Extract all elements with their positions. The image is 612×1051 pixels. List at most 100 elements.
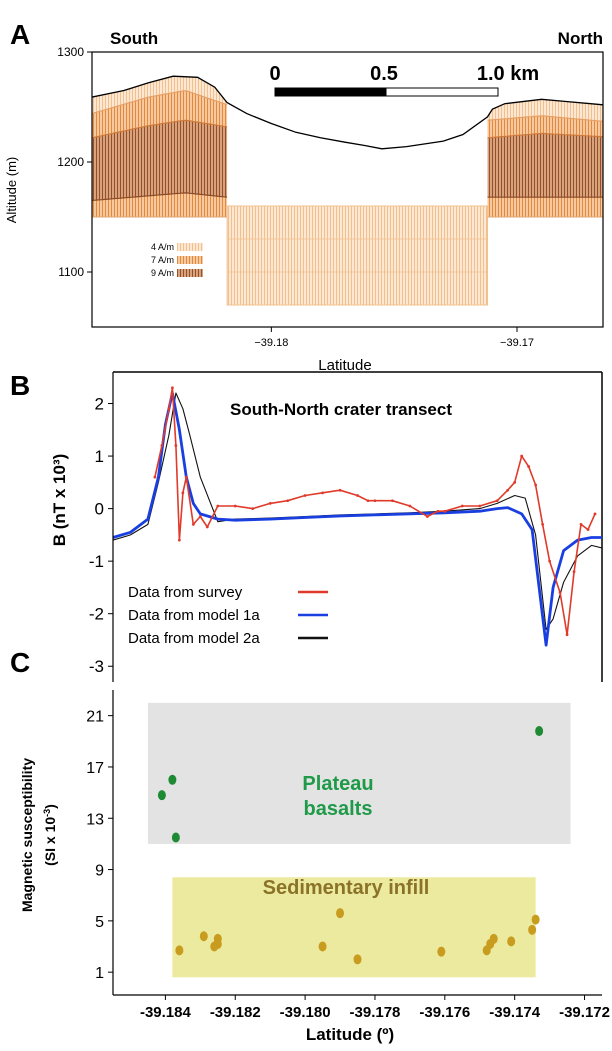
xlabel-latitude-a: Latitude (318, 357, 371, 374)
chart-b-title: South-North crater transect (230, 400, 452, 419)
ytick-label-c: 5 (95, 914, 104, 931)
survey-point (170, 386, 174, 390)
xtick-label-a: −39.17 (500, 337, 534, 349)
scale-label-05: 0.5 (370, 63, 398, 85)
ytick-label-c: 17 (86, 760, 104, 777)
survey-point (338, 488, 342, 492)
panel-b-series (113, 386, 602, 647)
survey-point (167, 407, 171, 411)
ytick-label-c: 1 (95, 965, 104, 982)
survey-point (495, 499, 499, 503)
label-south: South (110, 29, 158, 48)
crater-infill-block (226, 205, 489, 306)
group-label-plateau-2: basalts (304, 798, 373, 820)
survey-point (373, 499, 377, 503)
xlabel-latitude-c: Latitude (º) (306, 1025, 394, 1044)
panel-a-lines (92, 75, 603, 218)
north-block-band-base (487, 197, 603, 217)
survey-point (579, 522, 583, 526)
survey-point (548, 559, 552, 563)
survey-point (321, 491, 324, 495)
survey-point (233, 504, 237, 508)
xtick-label-c: -39.182 (210, 1004, 261, 1021)
panel-b-label: B (10, 370, 30, 401)
survey-point (216, 504, 220, 508)
panel-b: 2 1 0 -1 -2 -3 South-North crater transect B … (50, 371, 603, 682)
panel-c-label: C (10, 647, 30, 678)
ytick-label-c: 9 (95, 863, 104, 880)
data-point-1 (489, 933, 498, 944)
south-block-band-7am (92, 90, 228, 138)
panel-a: A South North 0 0.5 1.0 km 4 A/m 7 A/m 9 A… (4, 19, 604, 374)
survey-point (478, 504, 482, 508)
panel-c-group-boxes (147, 702, 571, 978)
legend-a-swatch (177, 256, 203, 264)
ylabel-c-line2: (SI x 10-3) (42, 804, 58, 866)
survey-point (174, 444, 178, 447)
survey-point (181, 491, 185, 495)
survey-point (534, 483, 538, 487)
panel-c-axes: 1 5 9 13 17 21 -39.184 -39.182 -39.180 -39.178 -39… (86, 690, 610, 1021)
survey-point (198, 515, 202, 518)
survey-point (558, 591, 562, 595)
data-point-1 (437, 946, 446, 957)
legend-a-swatch (177, 269, 203, 277)
xtick-label-a: −39.18 (254, 337, 288, 349)
south-block-boundary-0 (92, 90, 228, 115)
ylabel-c-unit: (SI x 10 (42, 817, 58, 866)
data-point-1 (507, 936, 516, 947)
xtick-label-c: -39.178 (350, 1004, 401, 1021)
survey-point (153, 475, 157, 479)
legend-a: 4 A/m 7 A/m 9 A/m (151, 242, 203, 278)
survey-point (527, 465, 531, 468)
data-point-0 (157, 790, 166, 801)
survey-point (436, 509, 440, 513)
ylabel-c-close: ) (42, 804, 58, 809)
data-point-1 (318, 941, 327, 952)
survey-point (593, 512, 597, 516)
legend-a-label: 7 A/m (151, 255, 174, 265)
survey-point (205, 525, 209, 529)
data-point-1 (336, 908, 345, 919)
group-box-0 (147, 702, 571, 844)
legend-b-label: Data from model 1a (128, 607, 260, 624)
north-block-band-7am (487, 115, 603, 138)
survey-point (177, 538, 181, 542)
survey-point (303, 494, 307, 497)
ytick-label-a: 1200 (57, 155, 84, 169)
panel-a-frame (91, 51, 604, 328)
scale-bar-black (274, 87, 387, 97)
south-block-boundary-1 (92, 119, 228, 139)
north-block-boundary-0 (487, 115, 603, 122)
panel-a-axes: 1100 1200 1300 −39.18 −39.17 (57, 45, 534, 349)
ytick-label-b: 1 (95, 447, 104, 466)
survey-point (408, 504, 412, 508)
survey-point (191, 522, 195, 526)
xtick-label-c: -39.180 (280, 1004, 331, 1021)
xtick-label-c: -39.184 (140, 1004, 192, 1021)
data-point-0 (171, 832, 180, 843)
ylabel-c-line1: Magnetic susceptibility (19, 758, 35, 912)
south-block-band-base (92, 192, 228, 217)
scale-bar-white (385, 87, 499, 97)
panel-a-label: A (10, 19, 30, 50)
scale-bar: 0 0.5 1.0 km (269, 63, 539, 97)
ytick-label-b: -2 (89, 605, 104, 624)
panel-a-fill (92, 76, 603, 306)
panel-b-axes: 2 1 0 -1 -2 -3 (89, 372, 114, 682)
group-label-plateau-1: Plateau (302, 773, 373, 795)
label-north: North (558, 29, 603, 48)
north-block-band-9am (487, 133, 603, 198)
survey-point (541, 522, 545, 526)
data-point-1 (175, 945, 184, 956)
surface-profile (92, 75, 603, 150)
south-block-boundary-2 (92, 192, 228, 202)
north-block-boundary-1 (487, 132, 603, 139)
legend-b: Data from survey Data from model 1a Data f… (128, 584, 328, 647)
data-point-1 (353, 954, 362, 965)
survey-point (184, 475, 188, 479)
ytick-label-c: 21 (86, 709, 104, 726)
legend-a-label: 4 A/m (151, 242, 174, 252)
survey-point (251, 507, 255, 511)
